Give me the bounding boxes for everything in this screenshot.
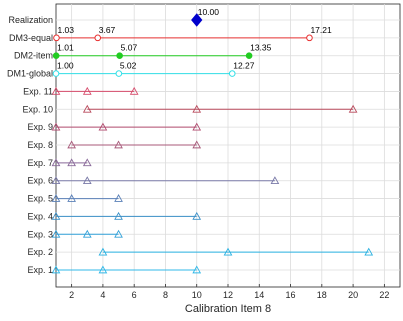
- x-tick-label: 22: [379, 290, 389, 300]
- row-labels: Realization DM3-equal DM2-item DM1-global Ex…: [7, 15, 53, 275]
- row-label: Exp. 5: [27, 194, 53, 204]
- x-tick-label: 20: [348, 290, 358, 300]
- row-label: Exp. 7: [27, 158, 53, 168]
- value-label: 5.02: [120, 61, 137, 71]
- row-label: Realization: [8, 15, 53, 25]
- row-label: Exp. 10: [22, 104, 53, 114]
- x-tick-label: 10: [192, 290, 202, 300]
- row-label: Exp. 2: [27, 247, 53, 257]
- x-axis-label: Calibration Item 8: [185, 303, 271, 315]
- value-label: 1.03: [57, 25, 74, 35]
- circle-marker: [229, 71, 235, 77]
- x-tick-label: 2: [69, 290, 74, 300]
- x-tick-label: 6: [132, 290, 137, 300]
- circle-marker: [54, 35, 60, 41]
- x-tick-label: 4: [100, 290, 105, 300]
- value-label: 17.21: [310, 25, 332, 35]
- circle-marker: [116, 71, 122, 77]
- value-label: 5.07: [121, 43, 138, 53]
- x-tick-label: 14: [254, 290, 264, 300]
- circle-marker: [307, 35, 313, 41]
- row-label: DM1-global: [7, 69, 53, 79]
- row-label: Exp. 6: [27, 176, 53, 186]
- row-label: Exp. 4: [27, 211, 53, 221]
- x-tick-label: 12: [223, 290, 233, 300]
- row-label: Exp. 9: [27, 122, 53, 132]
- value-label: 12.27: [233, 61, 255, 71]
- row-label: DM2-item: [14, 51, 53, 61]
- row-label: Exp. 1: [27, 265, 53, 275]
- dot-marker: [117, 53, 123, 59]
- dot-marker: [246, 53, 252, 59]
- circle-marker: [95, 35, 101, 41]
- value-label: 1.01: [57, 43, 74, 53]
- realization-value-label: 10.00: [198, 7, 220, 17]
- value-label: 13.35: [250, 43, 272, 53]
- row-label: Exp. 3: [27, 229, 53, 239]
- row-label: Exp. 11: [23, 86, 53, 96]
- row-label: Exp. 8: [27, 140, 53, 150]
- dot-marker: [53, 53, 59, 59]
- value-label: 3.67: [99, 25, 116, 35]
- row-label: DM3-equal: [9, 33, 53, 43]
- x-tick-labels: 2 4 6 8 10 12 14 16 18 20 22: [69, 290, 389, 300]
- x-tick-label: 16: [286, 290, 296, 300]
- circle-marker: [53, 71, 59, 77]
- x-tick-label: 8: [163, 290, 168, 300]
- x-tick-label: 18: [317, 290, 327, 300]
- value-label: 1.00: [57, 61, 74, 71]
